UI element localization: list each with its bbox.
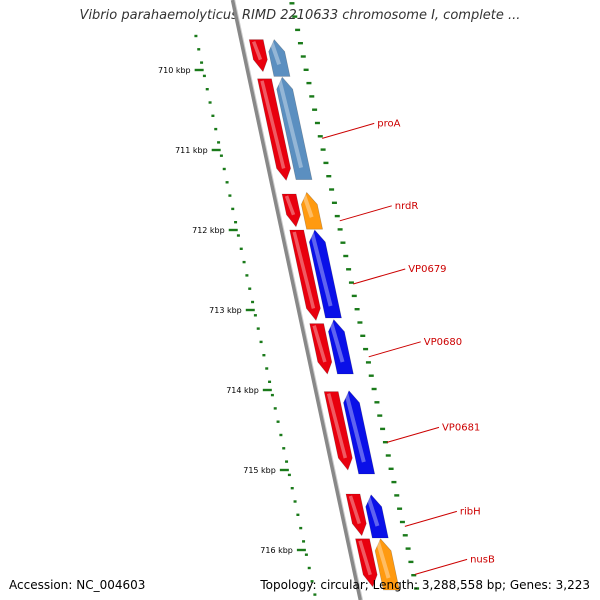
reverse-strand-track xyxy=(268,39,400,591)
reverse-gene[interactable] xyxy=(343,390,376,475)
reverse-gene-highlight xyxy=(269,40,282,66)
forward-gene[interactable] xyxy=(309,323,333,375)
reverse-gene-highlight xyxy=(329,321,345,363)
ruler-label: 710 kbp xyxy=(158,66,191,75)
accession-text: Accession: NC_004603 xyxy=(9,578,146,592)
gene-label-leader xyxy=(368,341,421,358)
gene-label[interactable]: ribH xyxy=(460,506,481,517)
ruler-label: 713 kbp xyxy=(209,306,242,315)
topology-summary: Topology: circular; Length: 3,288,558 bp… xyxy=(260,578,590,592)
gene-label[interactable]: VP0681 xyxy=(442,422,480,433)
gene-label[interactable]: VP0680 xyxy=(424,337,462,348)
reverse-gene-highlight xyxy=(309,231,333,307)
gene-label-leader xyxy=(353,268,406,285)
backbone-line xyxy=(230,0,363,600)
forward-gene-highlight xyxy=(292,231,316,309)
ruler-label: 712 kbp xyxy=(192,226,225,235)
forward-gene[interactable] xyxy=(281,193,301,228)
forward-gene[interactable] xyxy=(248,39,268,73)
ruler-labels: 710 kbp 711 kbp 712 kbp 713 kbp 714 kbp 715 k… xyxy=(158,66,293,555)
reverse-gene-highlight xyxy=(375,540,391,579)
reverse-gene-highlight xyxy=(366,496,380,527)
reverse-gene-highlight xyxy=(277,78,304,169)
gene-label[interactable]: VP0679 xyxy=(408,264,446,275)
forward-gene-highlight xyxy=(252,40,263,61)
forward-gene[interactable] xyxy=(323,391,353,471)
ruler-label: 716 kbp xyxy=(260,546,293,555)
forward-gene-highlight xyxy=(348,495,361,525)
ruler-label: 714 kbp xyxy=(226,386,259,395)
gene-labels: proA nrdR VP0679 VP0680 VP0681 ribH nusB xyxy=(322,118,495,575)
chromosome-backbone xyxy=(230,0,364,600)
reverse-gene[interactable] xyxy=(365,494,389,539)
gene-label-leader xyxy=(404,510,458,527)
reverse-gene[interactable] xyxy=(328,319,354,375)
reverse-gene[interactable] xyxy=(268,39,291,77)
forward-strand-track xyxy=(248,39,378,588)
reverse-gene[interactable] xyxy=(276,76,313,180)
ruler-label: 715 kbp xyxy=(243,466,276,475)
reverse-gene[interactable] xyxy=(308,229,342,319)
reverse-gene[interactable] xyxy=(300,191,323,230)
gene-label[interactable]: nrdR xyxy=(395,201,419,212)
gene-label-leader xyxy=(322,122,375,139)
backbone-highlight xyxy=(234,0,364,600)
forward-gene-highlight xyxy=(326,393,348,459)
ruler-ticks xyxy=(194,2,420,596)
gene-label[interactable]: proA xyxy=(377,118,400,129)
ruler-label: 711 kbp xyxy=(175,146,208,155)
map-title: Vibrio parahaemolyticus RIMD 2210633 chr… xyxy=(79,8,521,23)
forward-gene-highlight xyxy=(284,195,296,216)
forward-gene-highlight xyxy=(260,80,286,169)
forward-gene[interactable] xyxy=(355,538,378,588)
forward-gene-highlight xyxy=(312,325,327,363)
gene-label-leader xyxy=(386,426,440,443)
reverse-gene-highlight xyxy=(344,392,366,463)
gene-label-leader xyxy=(339,205,392,222)
reverse-gene-highlight xyxy=(301,193,314,218)
forward-gene[interactable] xyxy=(289,229,321,322)
gene-label-leader xyxy=(414,558,468,575)
reverse-gene[interactable] xyxy=(374,538,400,591)
forward-gene-highlight xyxy=(358,540,372,576)
forward-gene[interactable] xyxy=(345,493,367,537)
gene-label[interactable]: nusB xyxy=(470,554,495,565)
forward-gene[interactable] xyxy=(257,78,291,182)
